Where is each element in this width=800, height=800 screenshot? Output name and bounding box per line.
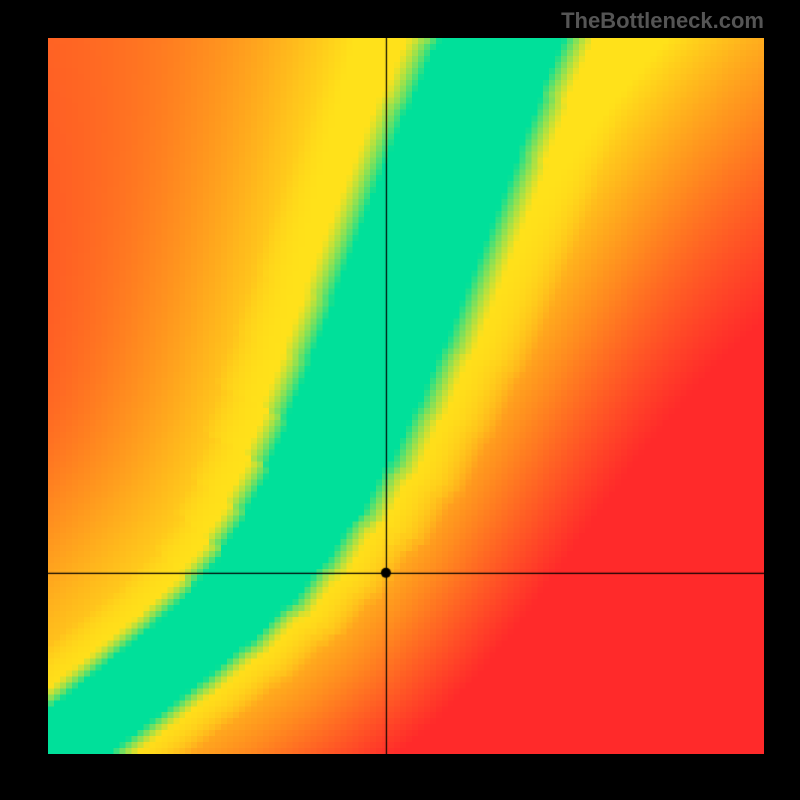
chart-container: TheBottleneck.com bbox=[0, 0, 800, 800]
watermark-text: TheBottleneck.com bbox=[561, 8, 764, 34]
crosshair-overlay bbox=[48, 38, 764, 754]
